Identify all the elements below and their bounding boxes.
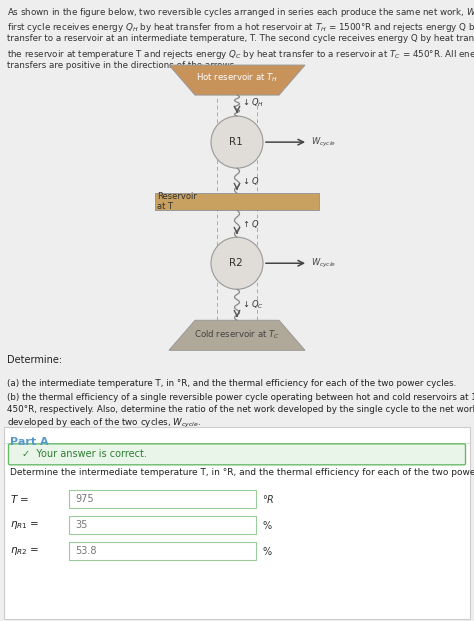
Text: R1: R1 <box>229 137 243 147</box>
Text: (a) the intermediate temperature T, in °R, and the thermal efficiency for each o: (a) the intermediate temperature T, in °… <box>7 379 456 388</box>
Text: $\uparrow Q$: $\uparrow Q$ <box>241 218 260 230</box>
Circle shape <box>211 237 263 289</box>
Polygon shape <box>169 320 305 350</box>
Text: Hot reservoir at $T_H$: Hot reservoir at $T_H$ <box>196 72 278 84</box>
Text: Part A: Part A <box>10 437 49 447</box>
Text: transfer to a reservoir at an intermediate temperature, T. The second cycle rece: transfer to a reservoir at an intermedia… <box>7 34 474 43</box>
Text: the reservoir at temperature T and rejects energy $Q_C$ by heat transfer to a re: the reservoir at temperature T and rejec… <box>7 48 474 60</box>
Text: $W_{cycle}$: $W_{cycle}$ <box>311 256 336 270</box>
Text: Cold reservoir at $T_C$: Cold reservoir at $T_C$ <box>194 328 280 340</box>
Text: $\eta_{R2}$ =: $\eta_{R2}$ = <box>10 545 39 557</box>
Text: 975: 975 <box>75 494 94 504</box>
Text: $\%$: $\%$ <box>262 545 273 557</box>
Text: 35: 35 <box>75 520 87 530</box>
FancyBboxPatch shape <box>9 444 465 465</box>
Text: $W_{cycle}$: $W_{cycle}$ <box>311 135 336 148</box>
Polygon shape <box>169 65 305 95</box>
Text: $\downarrow Q$: $\downarrow Q$ <box>241 175 260 187</box>
Text: 53.8: 53.8 <box>75 546 97 556</box>
FancyBboxPatch shape <box>69 516 256 534</box>
FancyBboxPatch shape <box>69 542 256 560</box>
Text: $\downarrow Q_C$: $\downarrow Q_C$ <box>241 299 264 311</box>
Text: R2: R2 <box>229 258 243 268</box>
Text: $°R$: $°R$ <box>262 493 275 505</box>
Text: $\%$: $\%$ <box>262 519 273 531</box>
Text: ✓  Your answer is correct.: ✓ Your answer is correct. <box>22 450 147 460</box>
Circle shape <box>211 116 263 168</box>
Text: $\downarrow Q_H$: $\downarrow Q_H$ <box>241 96 264 109</box>
Text: As shown in the figure below, two reversible cycles arranged in series each prod: As shown in the figure below, two revers… <box>7 7 474 20</box>
Polygon shape <box>155 193 319 210</box>
Text: Determine the intermediate temperature T, in °R, and the thermal efficiency for : Determine the intermediate temperature T… <box>10 468 474 478</box>
Text: (b) the thermal efficiency of a single reversible power cycle operating between : (b) the thermal efficiency of a single r… <box>7 393 474 402</box>
Text: Determine:: Determine: <box>7 355 62 365</box>
Text: transfers are positive in the directions of the arrows.: transfers are positive in the directions… <box>7 61 237 70</box>
Text: 450°R, respectively. Also, determine the ratio of the net work developed by the : 450°R, respectively. Also, determine the… <box>7 406 474 414</box>
Text: Reservoir
at T: Reservoir at T <box>157 192 197 211</box>
Text: $T$ =: $T$ = <box>10 493 29 505</box>
FancyBboxPatch shape <box>4 427 470 619</box>
Text: developed by each of the two cycles, $W_{cycle}$.: developed by each of the two cycles, $W_… <box>7 417 201 430</box>
FancyBboxPatch shape <box>69 490 256 508</box>
Text: first cycle receives energy $Q_H$ by heat transfer from a hot reservoir at $T_H$: first cycle receives energy $Q_H$ by hea… <box>7 20 474 34</box>
Text: $\eta_{R1}$ =: $\eta_{R1}$ = <box>10 519 39 531</box>
